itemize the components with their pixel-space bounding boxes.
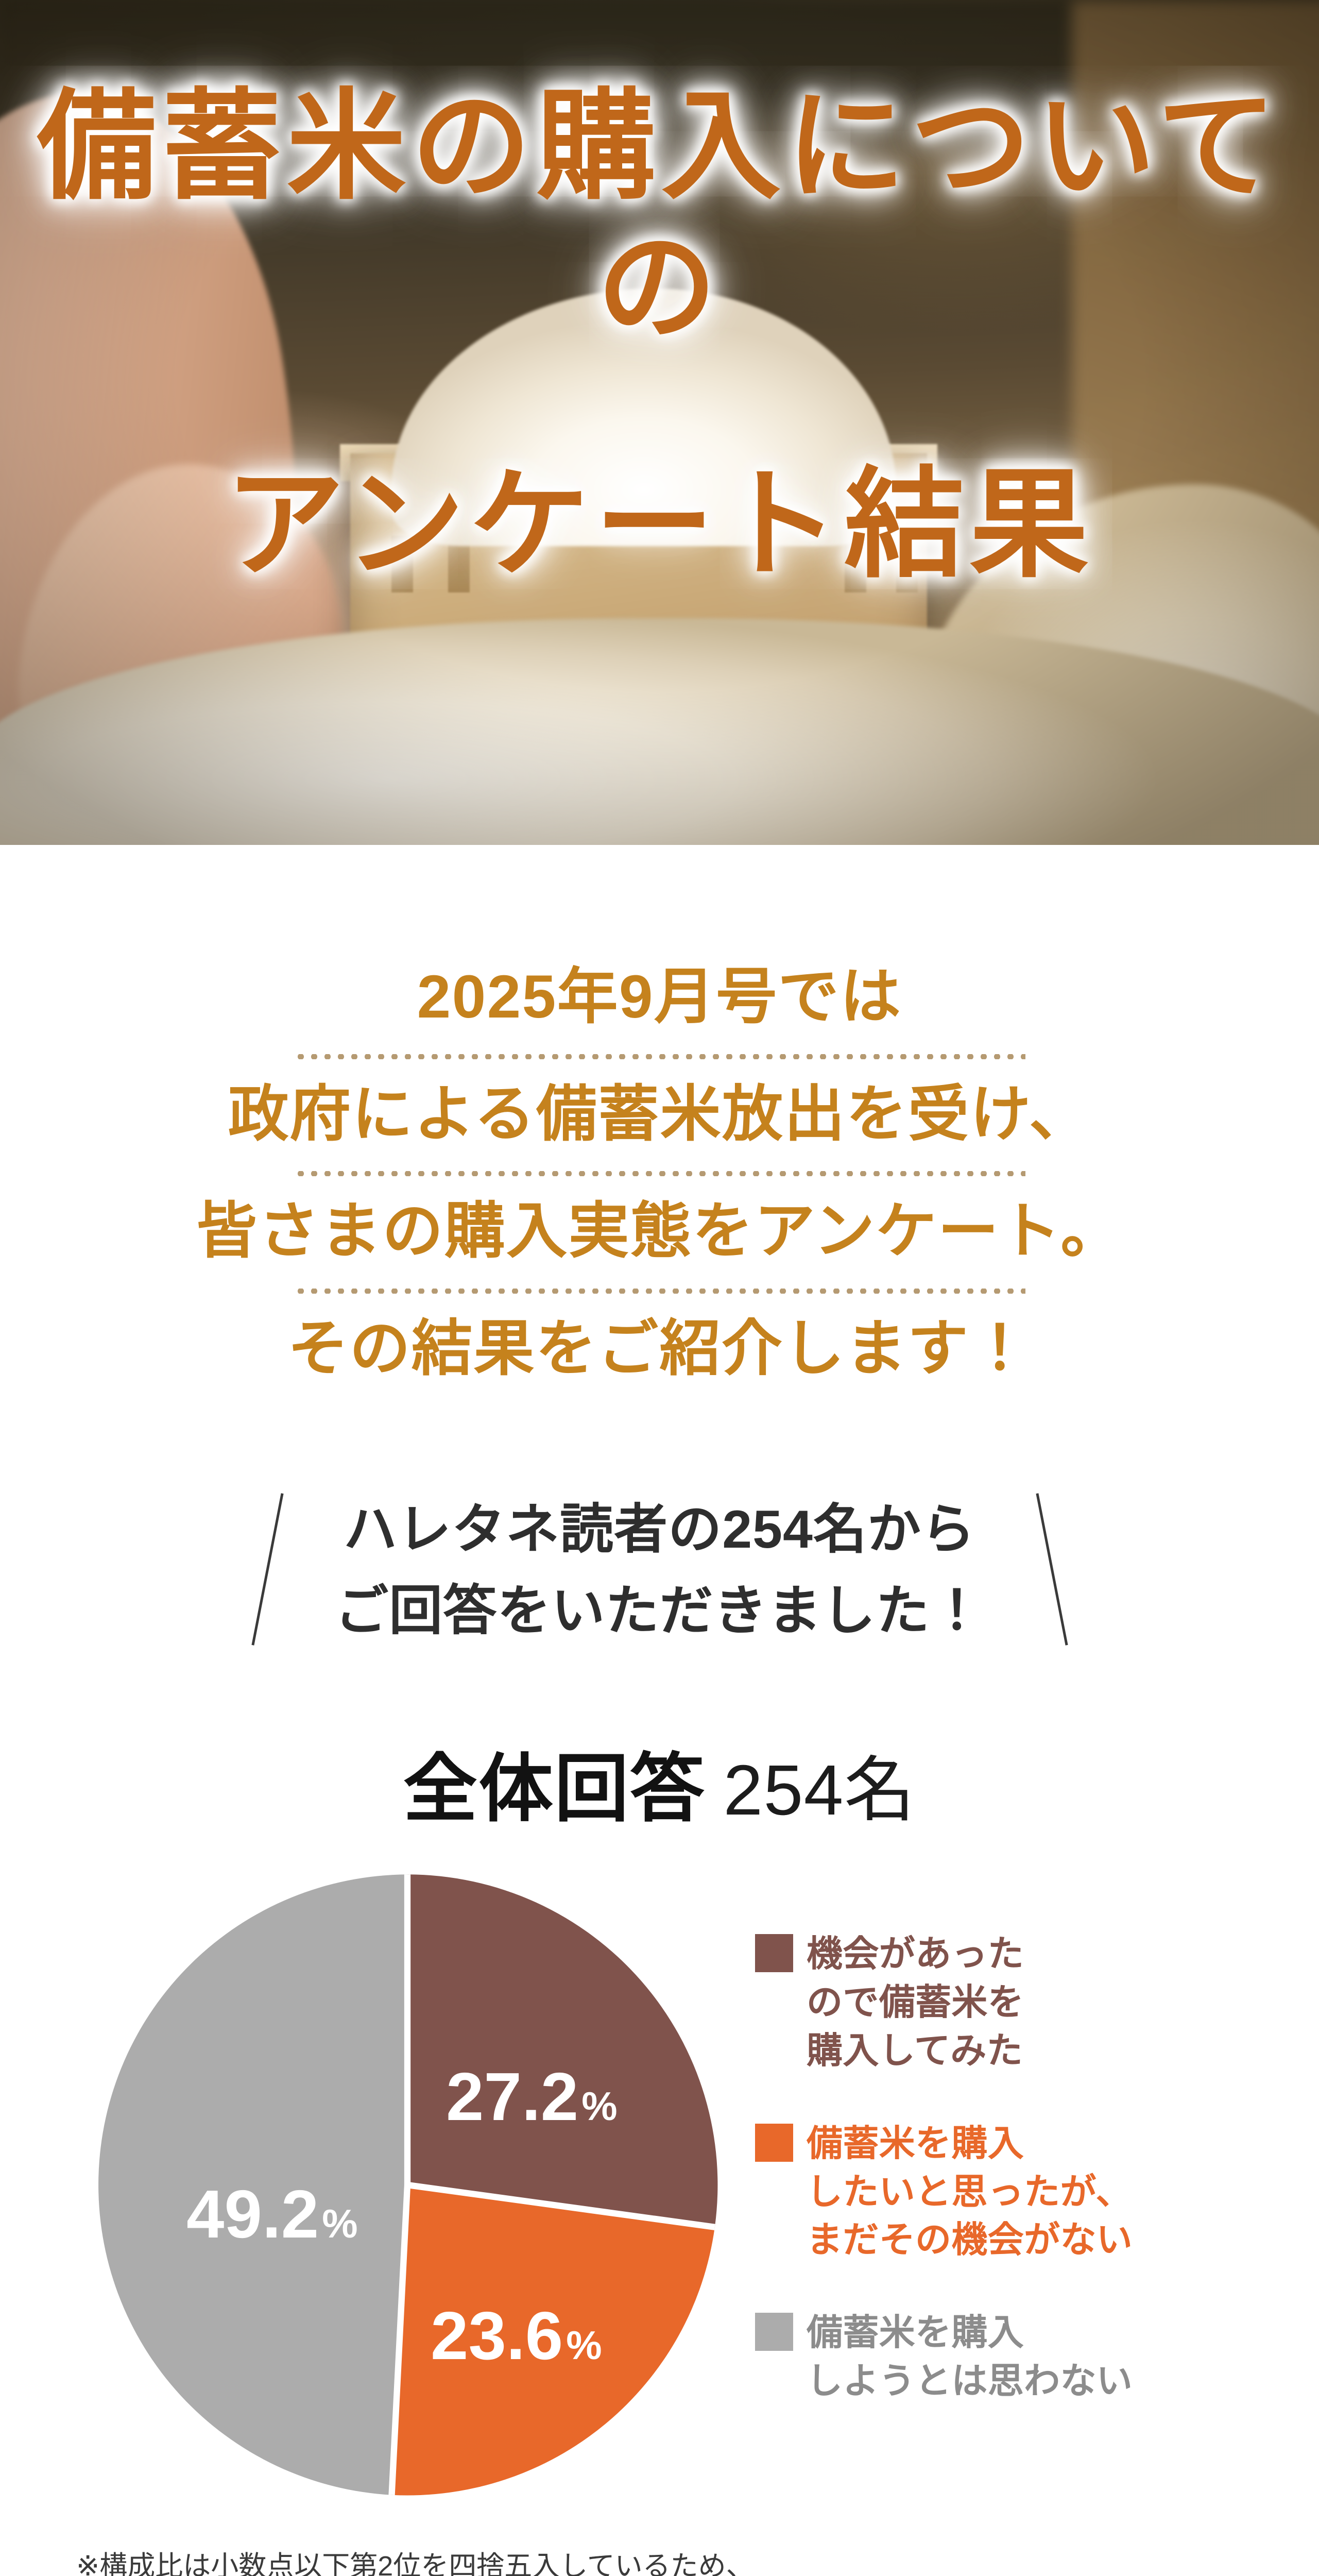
dotted-divider <box>294 1288 1025 1294</box>
pie-label-no-intention: 49.2% <box>186 2180 358 2248</box>
legend-swatch-icon <box>755 2123 793 2162</box>
chart-heading-count: 254名 <box>723 1751 916 1831</box>
legend-label-want-to-buy: 備蓄米を購入 したいと思ったが、 まだその機会がない <box>807 2123 1133 2260</box>
readers-line-1: ハレタネ読者の254名から <box>343 1500 976 1560</box>
legend-swatch-icon <box>755 1934 793 1973</box>
title-line-1: 備蓄米の購入についての <box>37 81 1282 355</box>
dotted-divider <box>294 1054 1025 1059</box>
intro-line-3: 皆さまの購入実態をアンケート。 <box>196 1197 1123 1266</box>
pie-value-no-intention: 49.2 <box>186 2176 319 2252</box>
intro-section: 2025年9月号では 政府による備蓄米放出を受け、 皆さまの購入実態をアンケート… <box>0 845 1319 1392</box>
pie-separators <box>388 1874 715 2496</box>
percent-symbol: % <box>581 2083 618 2129</box>
pie-value-purchased: 27.2 <box>446 2059 579 2135</box>
right-slash-decoration <box>1035 1493 1068 1646</box>
intro-line-1: 2025年9月号では <box>417 963 902 1031</box>
rice-photo <box>0 0 1319 845</box>
legend-swatch-icon <box>755 2313 793 2351</box>
intro-line-2: 政府による備蓄米放出を受け、 <box>228 1080 1091 1148</box>
readers-line-2: ご回答をいただきました！ <box>335 1581 984 1641</box>
chart-heading: 全体回答 254名 <box>0 1729 1319 1836</box>
page-title: 備蓄米の購入についての アンケート結果 <box>0 77 1319 596</box>
pie-chart-section: 27.2% 23.6% 49.2% 機会があった ので備蓄米を 購入してみた <box>0 1868 1319 2502</box>
pie-label-want-to-buy: 23.6% <box>431 2302 602 2370</box>
chart-footnote: ※構成比は小数点以下第2位を四捨五入しているため、 合計が100%にならない場合… <box>76 2545 1319 2576</box>
hero-section: 備蓄米の購入についての アンケート結果 <box>0 0 1319 845</box>
title-line-2: アンケート結果 <box>225 459 1094 592</box>
legend-item-no-intention: 備蓄米を購入 しようとは思わない <box>755 2309 1133 2405</box>
pie-slice-want-to-buy <box>391 2185 715 2496</box>
chart-heading-strong: 全体回答 <box>403 1748 706 1831</box>
dotted-divider <box>294 1171 1025 1177</box>
left-slash-decoration <box>251 1493 284 1646</box>
legend-item-purchased: 機会があった ので備蓄米を 購入してみた <box>755 1930 1133 2075</box>
percent-symbol: % <box>322 2201 358 2247</box>
pie-chart-svg <box>98 1874 718 2496</box>
intro-line-4: その結果をご紹介します！ <box>287 1314 1032 1383</box>
footnote-line-1: ※構成比は小数点以下第2位を四捨五入しているため、 <box>76 2551 754 2576</box>
pie-slice-purchased <box>407 1874 718 2228</box>
pie-value-want-to-buy: 23.6 <box>431 2298 563 2374</box>
readers-banner: ハレタネ読者の254名から ご回答をいただきました！ <box>222 1489 1098 1652</box>
legend-label-purchased: 機会があった ので備蓄米を 購入してみた <box>807 1934 1024 2071</box>
pie-slice-no-intention <box>98 1874 407 2496</box>
pie-chart-legend: 機会があった ので備蓄米を 購入してみた 備蓄米を購入 したいと思ったが、 まだ… <box>755 1868 1133 2405</box>
legend-label-no-intention: 備蓄米を購入 しようとは思わない <box>807 2312 1133 2401</box>
pie-chart: 27.2% 23.6% 49.2% <box>91 1868 724 2502</box>
percent-symbol: % <box>566 2323 602 2368</box>
legend-item-want-to-buy: 備蓄米を購入 したいと思ったが、 まだその機会がない <box>755 2120 1133 2264</box>
pie-label-purchased: 27.2% <box>446 2063 618 2131</box>
